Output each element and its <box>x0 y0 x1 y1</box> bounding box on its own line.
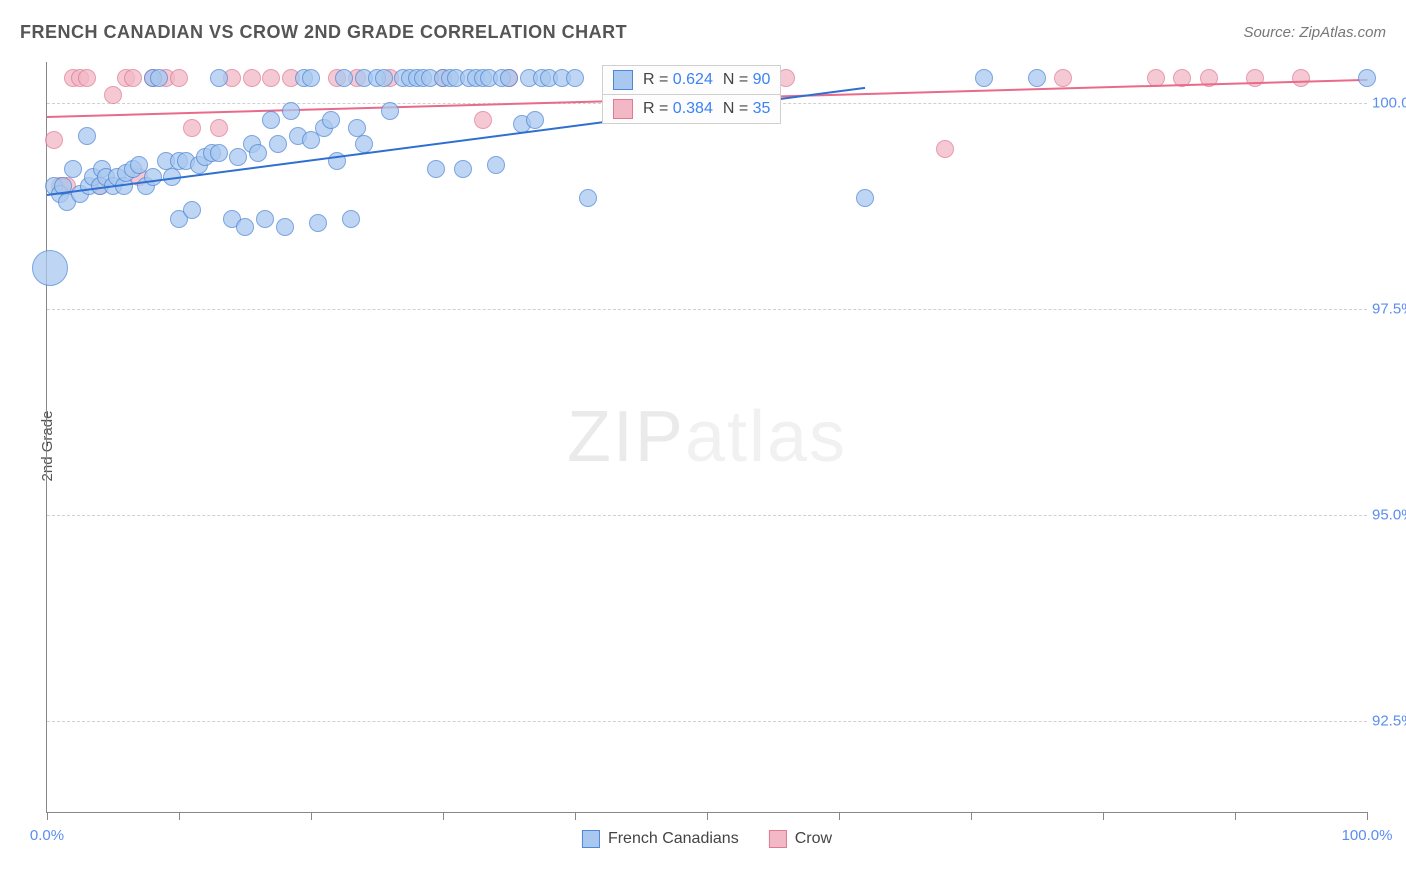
data-point <box>256 210 274 228</box>
x-tick <box>311 812 312 820</box>
legend: French Canadians Crow <box>582 830 832 848</box>
data-point <box>78 69 96 87</box>
stats-box: R = 0.624 N = 90 R = 0.384 N = 35 <box>602 65 781 124</box>
data-point <box>64 160 82 178</box>
data-point <box>1246 69 1264 87</box>
watermark-bold: ZIP <box>567 397 685 477</box>
gridline <box>47 515 1367 516</box>
data-point <box>236 218 254 236</box>
data-point <box>150 69 168 87</box>
r-label: R = 0.624 <box>643 71 713 89</box>
data-point <box>276 218 294 236</box>
data-point <box>45 131 63 149</box>
data-point <box>243 69 261 87</box>
x-tick-label: 0.0% <box>30 827 64 844</box>
n-label: N = 90 <box>723 71 771 89</box>
series-swatch <box>613 99 633 119</box>
n-label: N = 35 <box>723 100 771 118</box>
data-point <box>183 119 201 137</box>
data-point <box>335 69 353 87</box>
x-tick <box>707 812 708 820</box>
data-point <box>262 111 280 129</box>
data-point <box>348 119 366 137</box>
data-point <box>474 111 492 129</box>
watermark-light: atlas <box>685 397 847 477</box>
data-point <box>579 189 597 207</box>
data-point <box>269 135 287 153</box>
source-label: Source: ZipAtlas.com <box>1243 24 1386 41</box>
data-point <box>566 69 584 87</box>
data-point <box>500 69 518 87</box>
data-point <box>322 111 340 129</box>
x-tick <box>575 812 576 820</box>
data-point <box>1292 69 1310 87</box>
chart-title: FRENCH CANADIAN VS CROW 2ND GRADE CORREL… <box>20 22 627 43</box>
data-point <box>526 111 544 129</box>
gridline <box>47 721 1367 722</box>
x-tick <box>971 812 972 820</box>
data-point <box>487 156 505 174</box>
x-tick-label: 100.0% <box>1342 827 1393 844</box>
legend-item: French Canadians <box>582 830 739 848</box>
r-label: R = 0.384 <box>643 100 713 118</box>
data-point <box>381 102 399 120</box>
data-point <box>1054 69 1072 87</box>
x-tick <box>47 812 48 820</box>
stats-row: R = 0.624 N = 90 <box>603 66 780 95</box>
data-point <box>210 119 228 137</box>
data-point <box>104 86 122 104</box>
data-point <box>124 69 142 87</box>
data-point <box>309 214 327 232</box>
data-point <box>454 160 472 178</box>
data-point <box>975 69 993 87</box>
x-tick <box>1367 812 1368 820</box>
data-point <box>249 144 267 162</box>
y-tick-label: 100.0% <box>1372 95 1406 112</box>
data-point <box>183 201 201 219</box>
series-swatch <box>613 70 633 90</box>
data-point <box>856 189 874 207</box>
data-point <box>210 69 228 87</box>
legend-label: Crow <box>795 830 832 848</box>
gridline <box>47 309 1367 310</box>
x-tick <box>839 812 840 820</box>
data-point <box>342 210 360 228</box>
data-point <box>210 144 228 162</box>
y-tick-label: 92.5% <box>1372 713 1406 730</box>
data-point <box>170 69 188 87</box>
legend-item: Crow <box>769 830 832 848</box>
x-tick <box>1103 812 1104 820</box>
legend-swatch <box>582 830 600 848</box>
x-tick <box>443 812 444 820</box>
data-point <box>427 160 445 178</box>
data-point <box>1028 69 1046 87</box>
data-point <box>302 69 320 87</box>
data-point <box>262 69 280 87</box>
data-point <box>282 102 300 120</box>
data-point <box>78 127 96 145</box>
data-point <box>32 250 68 286</box>
data-point <box>144 168 162 186</box>
x-tick <box>1235 812 1236 820</box>
legend-label: French Canadians <box>608 830 739 848</box>
stats-row: R = 0.384 N = 35 <box>603 95 780 123</box>
watermark: ZIPatlas <box>567 396 847 478</box>
data-point <box>1358 69 1376 87</box>
y-tick-label: 95.0% <box>1372 507 1406 524</box>
x-tick <box>179 812 180 820</box>
legend-swatch <box>769 830 787 848</box>
data-point <box>375 69 393 87</box>
plot-area: ZIPatlas 92.5%95.0%97.5%100.0%0.0%100.0%… <box>46 62 1367 813</box>
data-point <box>936 140 954 158</box>
y-tick-label: 97.5% <box>1372 301 1406 318</box>
